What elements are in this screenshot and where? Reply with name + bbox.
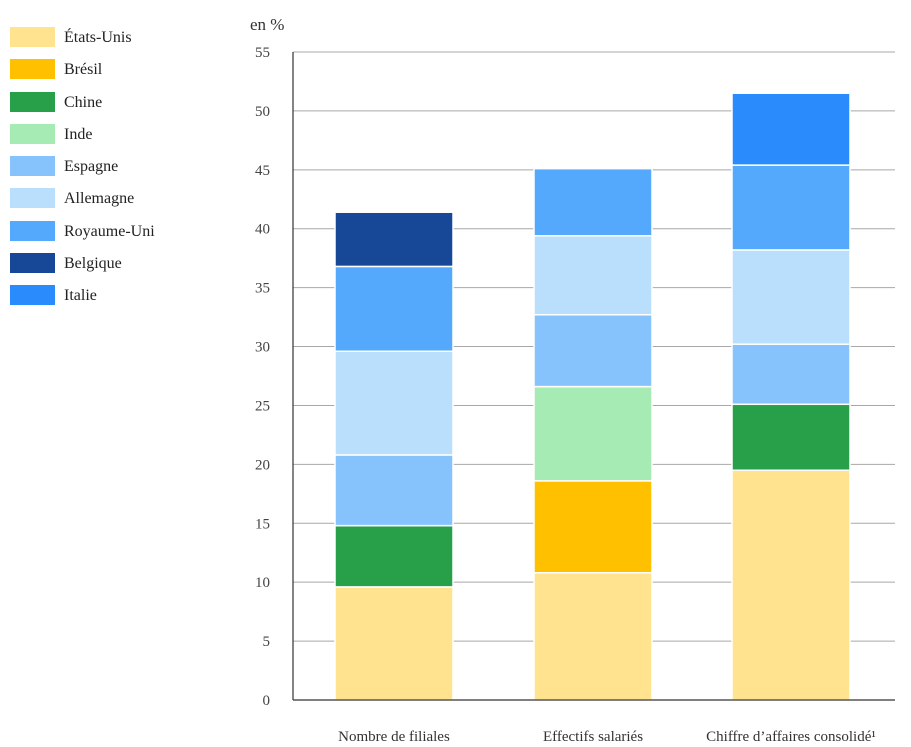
legend-label: Inde: [64, 125, 93, 143]
bar-segment: [731, 249, 851, 345]
legend-swatch: [10, 188, 55, 209]
legend-item: Brésil: [10, 59, 230, 91]
y-tick-label: 30: [255, 340, 270, 356]
legend-label: États-Unis: [64, 29, 132, 46]
bar-segment: [731, 92, 851, 166]
x-category-label: Nombre de filiales: [338, 729, 450, 745]
bar-segment: [334, 454, 454, 527]
bar-segment: [334, 350, 454, 456]
x-category-label: Chiffre d’affaires consolidé¹: [706, 729, 876, 745]
legend-label: Espagne: [64, 158, 119, 176]
bar-segment: [533, 313, 653, 388]
y-tick-label: 50: [255, 104, 270, 120]
legend-item: Belgique: [10, 253, 230, 285]
bar-segment: [731, 469, 851, 701]
bar-segment: [334, 524, 454, 588]
y-tick-label: 35: [255, 281, 270, 297]
legend-label: Belgique: [64, 255, 122, 273]
legend-label: Royaume-Uni: [64, 222, 155, 240]
y-tick-label: 0: [263, 693, 271, 709]
legend-swatch: [10, 27, 55, 47]
chart-legend: États-Unis Brésil Chine Inde Espagne Allemagn…: [10, 27, 230, 318]
y-tick-label: 10: [255, 575, 270, 591]
bar-segment: [731, 164, 851, 251]
legend-item: Espagne: [10, 156, 230, 188]
bars: [334, 92, 851, 701]
legend-label: Chine: [64, 93, 103, 111]
bar-segment: [334, 586, 454, 701]
legend-swatch: [10, 253, 55, 274]
x-category-label: Effectifs salariés: [543, 729, 643, 745]
y-tick-label: 20: [255, 457, 270, 473]
legend-label: Allemagne: [64, 190, 135, 208]
x-category-labels: Nombre de filiales Effectifs salariés Chif…: [338, 729, 876, 745]
axes: [292, 52, 895, 701]
bar-segment: [731, 343, 851, 406]
bar-segment: [533, 385, 653, 482]
legend-item: Inde: [10, 123, 230, 156]
y-tick-label: 45: [255, 163, 270, 179]
y-tick-label: 5: [263, 634, 271, 650]
legend-item: Italie: [10, 285, 230, 317]
y-unit-label: en %: [250, 15, 284, 34]
legend-item: États-Unis: [10, 27, 230, 59]
legend-swatch: [10, 220, 55, 241]
legend-item: Chine: [10, 91, 230, 124]
y-tick-labels: 0 5 10 15 20 25 30 35 40 45 50 55: [255, 45, 270, 709]
legend-swatch: [10, 156, 55, 177]
legend-label: Italie: [64, 287, 97, 305]
legend-swatch: [10, 59, 55, 80]
legend-label: Brésil: [64, 61, 103, 79]
legend-item: Allemagne: [10, 188, 230, 220]
y-tick-label: 55: [255, 45, 270, 61]
bar-segment: [533, 572, 653, 701]
bar-segment: [334, 211, 454, 268]
legend-swatch: [10, 123, 55, 144]
y-tick-label: 40: [255, 222, 270, 238]
legend-swatch: [10, 91, 55, 112]
bar-segment: [731, 403, 851, 472]
bar-segment: [533, 235, 653, 316]
bar-segment: [533, 167, 653, 237]
bar-segment: [334, 265, 454, 353]
legend-swatch: [10, 285, 55, 306]
bar-segment: [533, 480, 653, 574]
y-tick-label: 15: [255, 516, 270, 532]
legend-item: Royaume-Uni: [10, 220, 230, 253]
y-tick-label: 25: [255, 398, 270, 414]
